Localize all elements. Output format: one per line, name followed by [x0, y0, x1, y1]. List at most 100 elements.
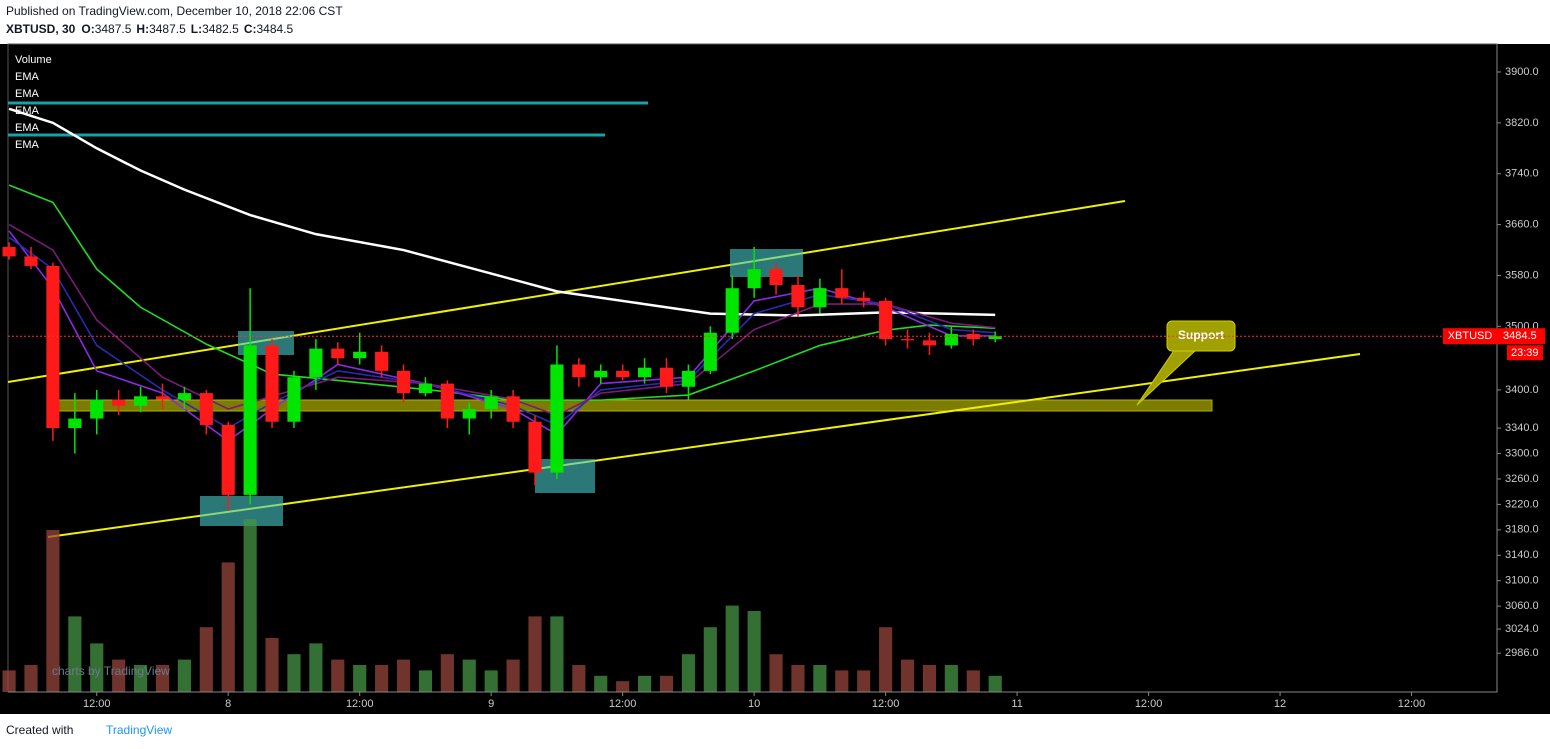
volume-bar — [506, 659, 520, 692]
candle-body — [440, 383, 454, 419]
y-tick-label: 3024.0 — [1505, 623, 1539, 635]
price-tag-bg — [1443, 328, 1497, 345]
candle-body — [857, 297, 871, 301]
volume-bar — [177, 659, 191, 692]
candle-body — [199, 393, 213, 425]
candle-body — [418, 383, 433, 394]
highlight-box — [730, 249, 803, 277]
candle-body — [484, 396, 498, 410]
y-tick-label: 3180.0 — [1505, 524, 1539, 536]
ohlc-label: L: — [191, 22, 202, 36]
x-tick-label: 12:00 — [346, 698, 374, 710]
volume-bar — [462, 659, 476, 692]
candle-body — [725, 288, 739, 333]
price-tag-value: 3484.5 — [1503, 330, 1537, 342]
volume-bar — [353, 665, 367, 692]
candle-body — [813, 288, 827, 308]
volume-bar — [134, 665, 148, 692]
ohlc-value: 3487.5 — [95, 22, 132, 36]
ohlc-label: C: — [244, 22, 257, 36]
candle-body — [528, 421, 542, 473]
candle-body — [24, 256, 38, 266]
volume-bar — [331, 659, 345, 692]
highlight-box — [200, 496, 283, 526]
candle-body — [769, 269, 783, 286]
x-tick-label: 12:00 — [609, 698, 637, 710]
candle-body — [46, 265, 60, 429]
price-tag-bg — [1497, 328, 1545, 345]
volume-bar — [681, 654, 695, 692]
candle-body — [243, 345, 257, 495]
volume-bar — [528, 616, 542, 692]
volume-bar — [46, 530, 60, 692]
header-bar — [0, 0, 1550, 44]
x-tick-label: 8 — [225, 698, 231, 710]
volume-bar — [396, 659, 411, 692]
candle-body — [550, 364, 564, 473]
volume-bar — [944, 665, 958, 692]
candle-body — [353, 351, 367, 359]
volume-bar — [725, 605, 739, 692]
y-tick-label: 3400.0 — [1505, 384, 1539, 396]
candle-body — [68, 418, 82, 429]
candle-body — [155, 396, 170, 400]
candle-body — [177, 393, 191, 400]
volume-bar — [68, 616, 82, 692]
volume-bar — [221, 562, 235, 692]
y-tick-label: 3660.0 — [1505, 219, 1539, 231]
y-tick-label: 3300.0 — [1505, 447, 1539, 459]
candle-body — [900, 339, 915, 341]
y-tick-label: 2986.0 — [1505, 647, 1539, 659]
volume-bar — [550, 616, 564, 692]
candle-body — [396, 370, 411, 394]
legend-entry: EMA — [15, 122, 40, 134]
ohlc-value: 3482.5 — [202, 22, 239, 36]
legend-entry: EMA — [15, 105, 40, 117]
candle-body — [594, 370, 608, 378]
volume-bar — [24, 665, 38, 692]
volume-bar — [309, 643, 323, 692]
candle-body — [112, 399, 126, 406]
y-tick-label: 3260.0 — [1505, 473, 1539, 485]
countdown: 23:39 — [1511, 347, 1539, 359]
candle-body — [681, 370, 695, 387]
ohlc-label: O: — [81, 22, 94, 36]
ohlc-value: 3484.5 — [256, 22, 293, 36]
volume-bar — [572, 665, 586, 692]
volume-bar — [199, 627, 213, 692]
candle-body — [134, 396, 148, 406]
x-tick-label: 12:00 — [1135, 698, 1163, 710]
y-tick-label: 3100.0 — [1505, 575, 1539, 587]
support-zone — [51, 399, 1213, 412]
ohlc-value: 3487.5 — [149, 22, 186, 36]
candle-body — [331, 348, 345, 359]
candle-body — [659, 367, 674, 387]
volume-bar — [287, 654, 301, 692]
x-tick-label: 12:00 — [83, 698, 111, 710]
y-tick-label: 3140.0 — [1505, 549, 1539, 561]
volume-bar — [616, 681, 630, 692]
y-tick-label: 3900.0 — [1505, 66, 1539, 78]
volume-bar — [835, 670, 849, 692]
y-tick-label: 3740.0 — [1505, 168, 1539, 180]
volume-bar — [747, 611, 761, 692]
candle-body — [2, 246, 16, 257]
ohlc-label: H: — [136, 22, 149, 36]
volume-bar — [988, 675, 1002, 692]
x-tick-label: 10 — [748, 698, 760, 710]
watermark: charts by TradingView — [52, 664, 170, 678]
candle-body — [791, 285, 805, 308]
volume-bar — [922, 665, 937, 692]
candle-body — [375, 351, 389, 371]
legend-entry: Volume — [15, 54, 52, 66]
footer-bar — [0, 714, 1550, 749]
candle-body — [988, 336, 1002, 340]
x-tick-label: 12:00 — [1398, 698, 1426, 710]
published: Published on TradingView.com, December 1… — [6, 4, 343, 18]
y-tick-label: 3060.0 — [1505, 600, 1539, 612]
candle-body — [703, 332, 717, 371]
volume-bar — [638, 675, 652, 692]
candle-body — [572, 364, 586, 378]
candle-body — [638, 367, 652, 378]
